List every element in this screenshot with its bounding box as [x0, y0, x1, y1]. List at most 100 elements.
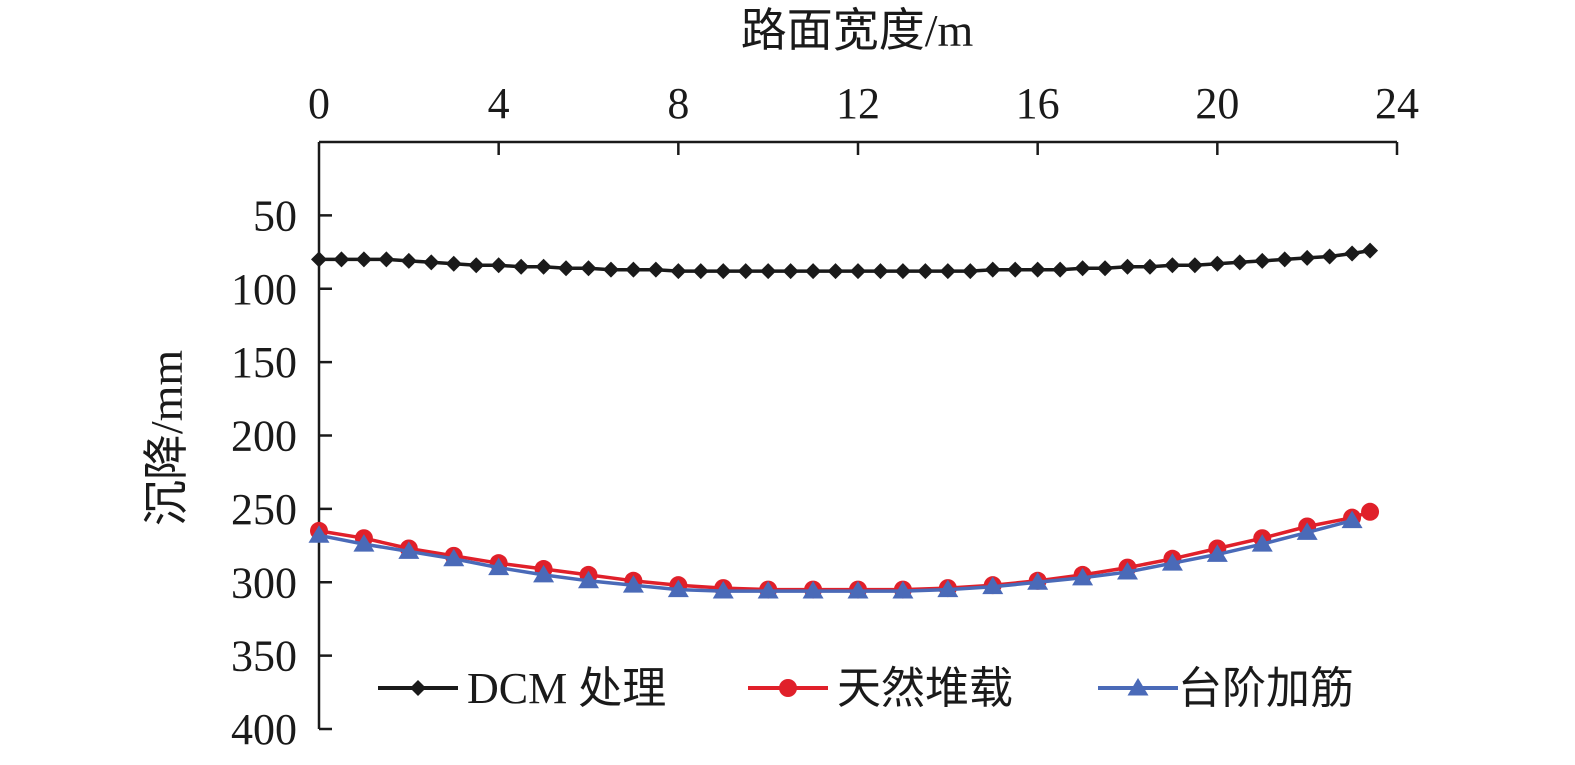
- x-tick-label: 4: [488, 79, 510, 128]
- data-point-dcm: [580, 260, 597, 277]
- data-point-dcm: [423, 254, 440, 271]
- data-point-dcm: [692, 263, 709, 280]
- legend-item-dcm: DCM 处理: [378, 664, 666, 713]
- x-tick-labels: 0 4 8 12 16 20 24: [308, 79, 1419, 128]
- data-point-dcm: [939, 263, 956, 280]
- legend-item-stepped-reinforcement: 台阶加筋: [1098, 664, 1354, 713]
- data-point-dcm: [670, 263, 687, 280]
- series-dcm: [311, 242, 1379, 280]
- data-point-stepped-reinforcement: [1072, 567, 1094, 586]
- y-tick-labels: 50 100 150 200 250 300 350 400: [231, 191, 297, 754]
- y-tick-label: 250: [231, 485, 297, 534]
- series-layer: [308, 242, 1380, 599]
- y-tick-label: 50: [253, 191, 297, 240]
- data-point-dcm: [513, 258, 530, 275]
- data-point-dcm: [625, 261, 642, 278]
- data-point-stepped-reinforcement: [488, 557, 510, 576]
- data-point-dcm: [715, 263, 732, 280]
- data-point-dcm: [602, 261, 619, 278]
- x-axis-title: 路面宽度/m: [741, 5, 974, 56]
- data-point-dcm: [445, 255, 462, 272]
- data-point-dcm: [984, 261, 1001, 278]
- data-point-dcm: [490, 257, 507, 274]
- data-point-dcm: [782, 263, 799, 280]
- data-point-stepped-reinforcement: [1161, 553, 1183, 571]
- y-tick-label: 350: [231, 632, 297, 681]
- data-point-stepped-reinforcement: [398, 541, 420, 559]
- data-point-dcm: [1052, 261, 1069, 278]
- data-point-dcm: [805, 263, 822, 280]
- data-point-dcm: [850, 263, 866, 280]
- data-point-dcm: [1164, 257, 1181, 274]
- data-point-dcm: [894, 263, 911, 280]
- data-point-dcm: [400, 252, 417, 269]
- data-point-dcm: [558, 260, 575, 277]
- data-point-stepped-reinforcement: [1027, 572, 1049, 590]
- data-point-dcm: [1344, 245, 1361, 262]
- data-point-dcm: [1362, 242, 1379, 259]
- data-point-dcm: [760, 263, 777, 280]
- data-point-dcm: [1186, 257, 1203, 274]
- data-point-dcm: [962, 263, 979, 280]
- data-point-stepped-reinforcement: [308, 525, 330, 543]
- series-stepped-reinforcement: [308, 510, 1363, 599]
- x-tick-label: 20: [1195, 79, 1239, 128]
- data-point-stepped-reinforcement: [757, 581, 779, 599]
- data-point-dcm: [737, 263, 754, 280]
- x-tick-label: 16: [1016, 79, 1060, 128]
- data-point-dcm: [1254, 252, 1271, 269]
- data-point-stepped-reinforcement: [982, 576, 1004, 595]
- data-point-dcm: [1321, 248, 1338, 265]
- y-tick-label: 100: [231, 265, 297, 314]
- data-point-dcm: [917, 263, 934, 280]
- data-point-dcm: [1119, 258, 1136, 275]
- data-point-dcm: [872, 263, 889, 280]
- y-tick-label: 400: [231, 705, 297, 754]
- series-line-stepped-reinforcement: [318, 518, 1353, 593]
- data-point-dcm: [333, 251, 350, 268]
- legend-label-dcm: DCM 处理: [467, 664, 666, 713]
- data-point-stepped-reinforcement: [622, 575, 644, 593]
- data-point-stepped-reinforcement: [802, 581, 824, 599]
- x-tick-label: 12: [836, 79, 880, 128]
- legend-marker-natural-surcharge: [779, 679, 797, 697]
- data-point-stepped-reinforcement: [1251, 534, 1273, 552]
- y-tick-label: 300: [231, 558, 297, 607]
- data-point-stepped-reinforcement: [892, 581, 914, 599]
- data-point-stepped-reinforcement: [443, 548, 465, 567]
- data-point-stepped-reinforcement: [937, 579, 959, 598]
- x-tick-label: 24: [1375, 79, 1419, 128]
- x-tick-label: 8: [667, 79, 689, 128]
- data-point-dcm: [1097, 260, 1114, 277]
- data-point-dcm: [1231, 254, 1248, 271]
- y-tick-label: 150: [231, 338, 297, 387]
- data-point-dcm: [1209, 255, 1226, 272]
- legend-label-stepped-reinforcement: 台阶加筋: [1178, 664, 1354, 713]
- data-point-natural-surcharge: [1361, 502, 1380, 521]
- legend-swatch-marker-natural-surcharge: [779, 679, 797, 697]
- data-point-stepped-reinforcement: [847, 581, 869, 599]
- data-point-dcm: [311, 251, 327, 268]
- legend-marker-stepped-reinforcement: [1127, 678, 1149, 696]
- data-point-stepped-reinforcement: [1341, 510, 1363, 529]
- data-point-stepped-reinforcement: [533, 564, 555, 583]
- data-point-dcm: [827, 263, 844, 280]
- legend-label-natural-surcharge: 天然堆载: [837, 664, 1013, 713]
- y-axis-title: 沉降/mm: [141, 350, 192, 527]
- data-point-stepped-reinforcement: [1296, 522, 1318, 540]
- legend-swatch-marker-dcm: [410, 680, 426, 696]
- x-tick-label: 0: [308, 79, 330, 128]
- data-point-dcm: [1276, 251, 1293, 268]
- data-point-stepped-reinforcement: [1117, 561, 1138, 580]
- data-point-dcm: [1141, 258, 1158, 275]
- data-point-dcm: [378, 251, 395, 268]
- legend: DCM 处理 天然堆载 台阶加筋: [378, 664, 1354, 713]
- data-point-dcm: [1299, 249, 1316, 266]
- data-point-dcm: [468, 257, 485, 274]
- data-point-dcm: [1007, 261, 1024, 278]
- legend-item-natural-surcharge: 天然堆载: [748, 664, 1013, 713]
- data-point-stepped-reinforcement: [712, 581, 734, 599]
- axes: [317, 140, 1399, 731]
- data-point-dcm: [1074, 260, 1091, 277]
